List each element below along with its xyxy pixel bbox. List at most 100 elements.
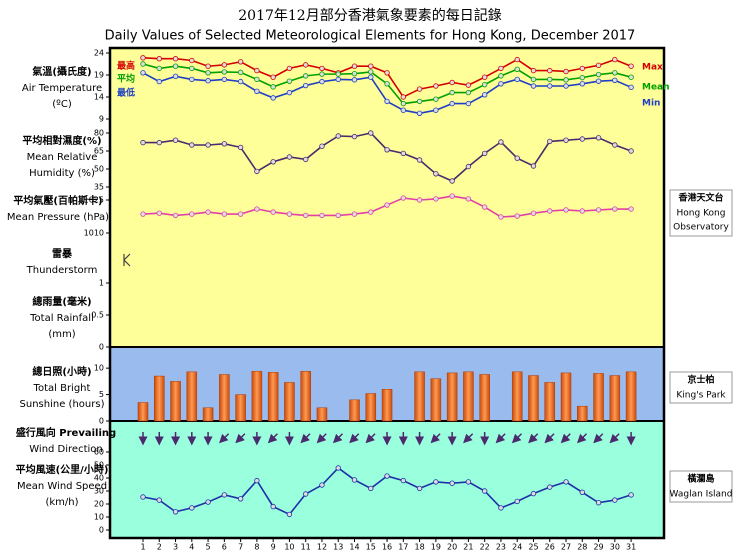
x-tick-label: 25 xyxy=(528,543,538,552)
label-zh: 平均風速(公里/小時) xyxy=(16,463,109,476)
marker xyxy=(237,211,244,217)
wind-arrow xyxy=(316,433,327,444)
marker xyxy=(449,178,455,184)
marker xyxy=(498,139,504,145)
marker xyxy=(172,63,179,69)
marker xyxy=(254,88,260,94)
x-tick-label: 29 xyxy=(593,543,603,552)
y-tick-label: 60 xyxy=(94,448,104,457)
y-tick-label: 65 xyxy=(94,147,104,156)
marker xyxy=(465,100,472,107)
label-en: Humidity (%) xyxy=(29,168,95,179)
marker xyxy=(530,67,537,74)
wind-arrow xyxy=(495,433,506,444)
marker xyxy=(481,74,488,80)
marker xyxy=(237,59,244,65)
marker xyxy=(433,479,439,485)
marker xyxy=(319,482,325,488)
bar xyxy=(137,402,149,422)
marker xyxy=(400,107,407,113)
marker xyxy=(172,73,179,80)
wind-arrow xyxy=(593,433,604,444)
marker xyxy=(270,74,276,80)
x-tick-label: 15 xyxy=(366,543,376,552)
marker xyxy=(237,144,244,151)
marker xyxy=(335,133,341,139)
marker xyxy=(270,95,276,101)
marker xyxy=(221,76,228,83)
marker xyxy=(514,66,520,72)
marker xyxy=(514,498,520,505)
marker xyxy=(189,142,195,148)
marker xyxy=(140,70,146,76)
marker xyxy=(384,202,390,208)
label-zh: 總雨量(毫米) xyxy=(32,295,91,308)
x-tick-label: 10 xyxy=(284,543,294,552)
legend-label-zh: 最低 xyxy=(117,87,135,99)
x-tick-label: 11 xyxy=(301,543,311,552)
bar xyxy=(235,394,246,422)
marker xyxy=(221,141,228,147)
y-tick-label: 50 xyxy=(94,461,104,470)
marker xyxy=(628,74,634,80)
marker xyxy=(449,480,455,486)
bar xyxy=(300,371,311,422)
label-zh: 盛行風向 Prevailing xyxy=(16,426,116,439)
marker xyxy=(205,63,211,69)
marker xyxy=(530,490,537,497)
marker xyxy=(303,212,309,219)
bar xyxy=(154,375,165,422)
bar xyxy=(560,372,572,422)
marker xyxy=(563,207,569,213)
bar xyxy=(381,389,393,422)
marker xyxy=(172,212,179,219)
marker xyxy=(172,509,179,515)
marker xyxy=(449,89,455,96)
marker xyxy=(547,67,553,74)
marker xyxy=(498,505,504,511)
legend-label-zh: 最高 xyxy=(117,60,135,72)
marker xyxy=(254,168,260,175)
bar xyxy=(251,371,263,422)
marker xyxy=(465,89,472,96)
marker xyxy=(612,206,618,212)
x-tick-label: 24 xyxy=(512,543,522,552)
marker xyxy=(579,74,585,81)
marker xyxy=(286,211,293,217)
marker xyxy=(189,211,195,217)
y-tick-label: 20 xyxy=(94,500,104,509)
label-zh: 平均相對濕度(%) xyxy=(22,134,101,147)
marker xyxy=(351,133,358,140)
marker xyxy=(221,62,228,68)
marker xyxy=(270,503,276,510)
bar xyxy=(284,382,295,422)
wind-arrow xyxy=(332,433,344,444)
bar xyxy=(316,407,328,422)
marker xyxy=(189,76,195,83)
marker xyxy=(465,196,472,202)
wind-arrow xyxy=(430,433,441,444)
x-tick-label: 2 xyxy=(157,543,162,552)
marker xyxy=(384,70,390,76)
wind-arrow xyxy=(609,433,620,444)
x-tick-label: 31 xyxy=(626,543,636,552)
marker xyxy=(189,505,195,511)
marker xyxy=(351,70,358,77)
marker xyxy=(595,78,602,84)
marker xyxy=(416,98,423,105)
marker xyxy=(595,500,602,506)
marker xyxy=(498,65,504,72)
y-tick-label: 10 xyxy=(94,513,104,522)
marker xyxy=(254,76,260,83)
marker xyxy=(205,142,211,148)
label-en: Sunshine (hours) xyxy=(20,399,105,410)
marker xyxy=(498,214,504,220)
marker xyxy=(319,71,325,77)
wind-arrow xyxy=(235,433,246,444)
marker xyxy=(481,488,488,494)
bar xyxy=(528,375,539,422)
y-tick-label: 19 xyxy=(94,71,104,80)
label-en: (mm) xyxy=(48,329,75,340)
x-tick-label: 7 xyxy=(238,543,243,552)
marker xyxy=(303,62,309,68)
